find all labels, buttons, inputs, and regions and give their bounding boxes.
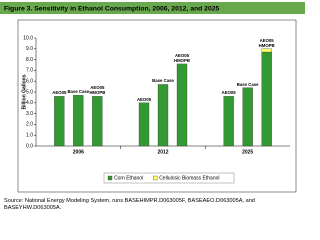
y-tick-label: 0.0 [26,143,33,149]
bar-label-box: AEO05 [136,96,152,102]
source: Source: National Energy Modeling System,… [4,198,255,211]
bar [261,48,272,53]
bar-label-box: AEO05 HMOPB [89,85,106,96]
bar-label: AEO05 HMOPB [174,52,190,63]
y-tick-label: 2.0 [26,122,33,128]
bar-label-box: AEO05 HMOPB [174,52,190,63]
chart-title: Figure 3. Sensitivity in Ethanol Consump… [4,5,220,12]
bar-label-box: AEO05 [221,90,236,96]
bar-label-box: AEO05 HMOPB [258,37,275,48]
title-band [0,2,305,14]
legend-swatch [107,175,113,181]
bar [242,87,253,147]
bar-label: Base Case [236,81,259,87]
y-tick-label: 4.0 [26,100,33,106]
y-tick-label: 9.0 [26,46,33,52]
bar-label-box: Base Case [67,89,90,95]
bar [157,84,169,147]
y-tick-label: 7.0 [26,68,33,74]
chart-frame [17,19,297,193]
y-tick-label: 1.0 [26,133,33,139]
bar-label: AEO05 HMOPB [258,37,275,48]
bar [73,95,84,147]
legend-box [103,172,235,184]
y-tick-label: 3.0 [26,111,33,117]
chart: Figure 3. Sensitivity in Ethanol Consump… [0,2,305,211]
bar-label: Base Case [152,78,174,84]
bar [261,51,272,147]
bar-label: AEO05 [52,90,67,96]
y-tick-label: 10.0 [23,35,33,41]
bar-label: AEO05 HMOPB [89,85,106,96]
bar-label: AEO05 [136,96,152,102]
legend-label: Corn Ethanol [114,175,143,181]
legend-swatch [153,175,158,181]
group-label: 2012 [157,149,168,155]
bar [92,96,103,147]
y-axis-label: Billion Gallons [21,74,27,109]
source-box: Source: National Energy Modeling System,… [4,198,255,211]
bar-label-box: AEO05 [52,90,67,96]
legend-label: Cellulosic Biomass Ethanol [159,175,219,181]
bar-label: AEO05 [221,90,236,96]
bar [223,96,234,147]
bar-label: Base Case [67,89,90,95]
bar [54,96,65,147]
bar [176,63,188,147]
y-tick-label: 8.0 [26,57,33,63]
group-label: 2025 [242,149,253,155]
bar-label-box: Base Case [152,78,174,84]
bar [138,102,150,147]
bar-label-box: Base Case [236,81,259,87]
y-tick-label: 6.0 [26,79,33,85]
group-label: 2006 [73,149,84,155]
y-tick-label: 5.0 [26,89,33,95]
